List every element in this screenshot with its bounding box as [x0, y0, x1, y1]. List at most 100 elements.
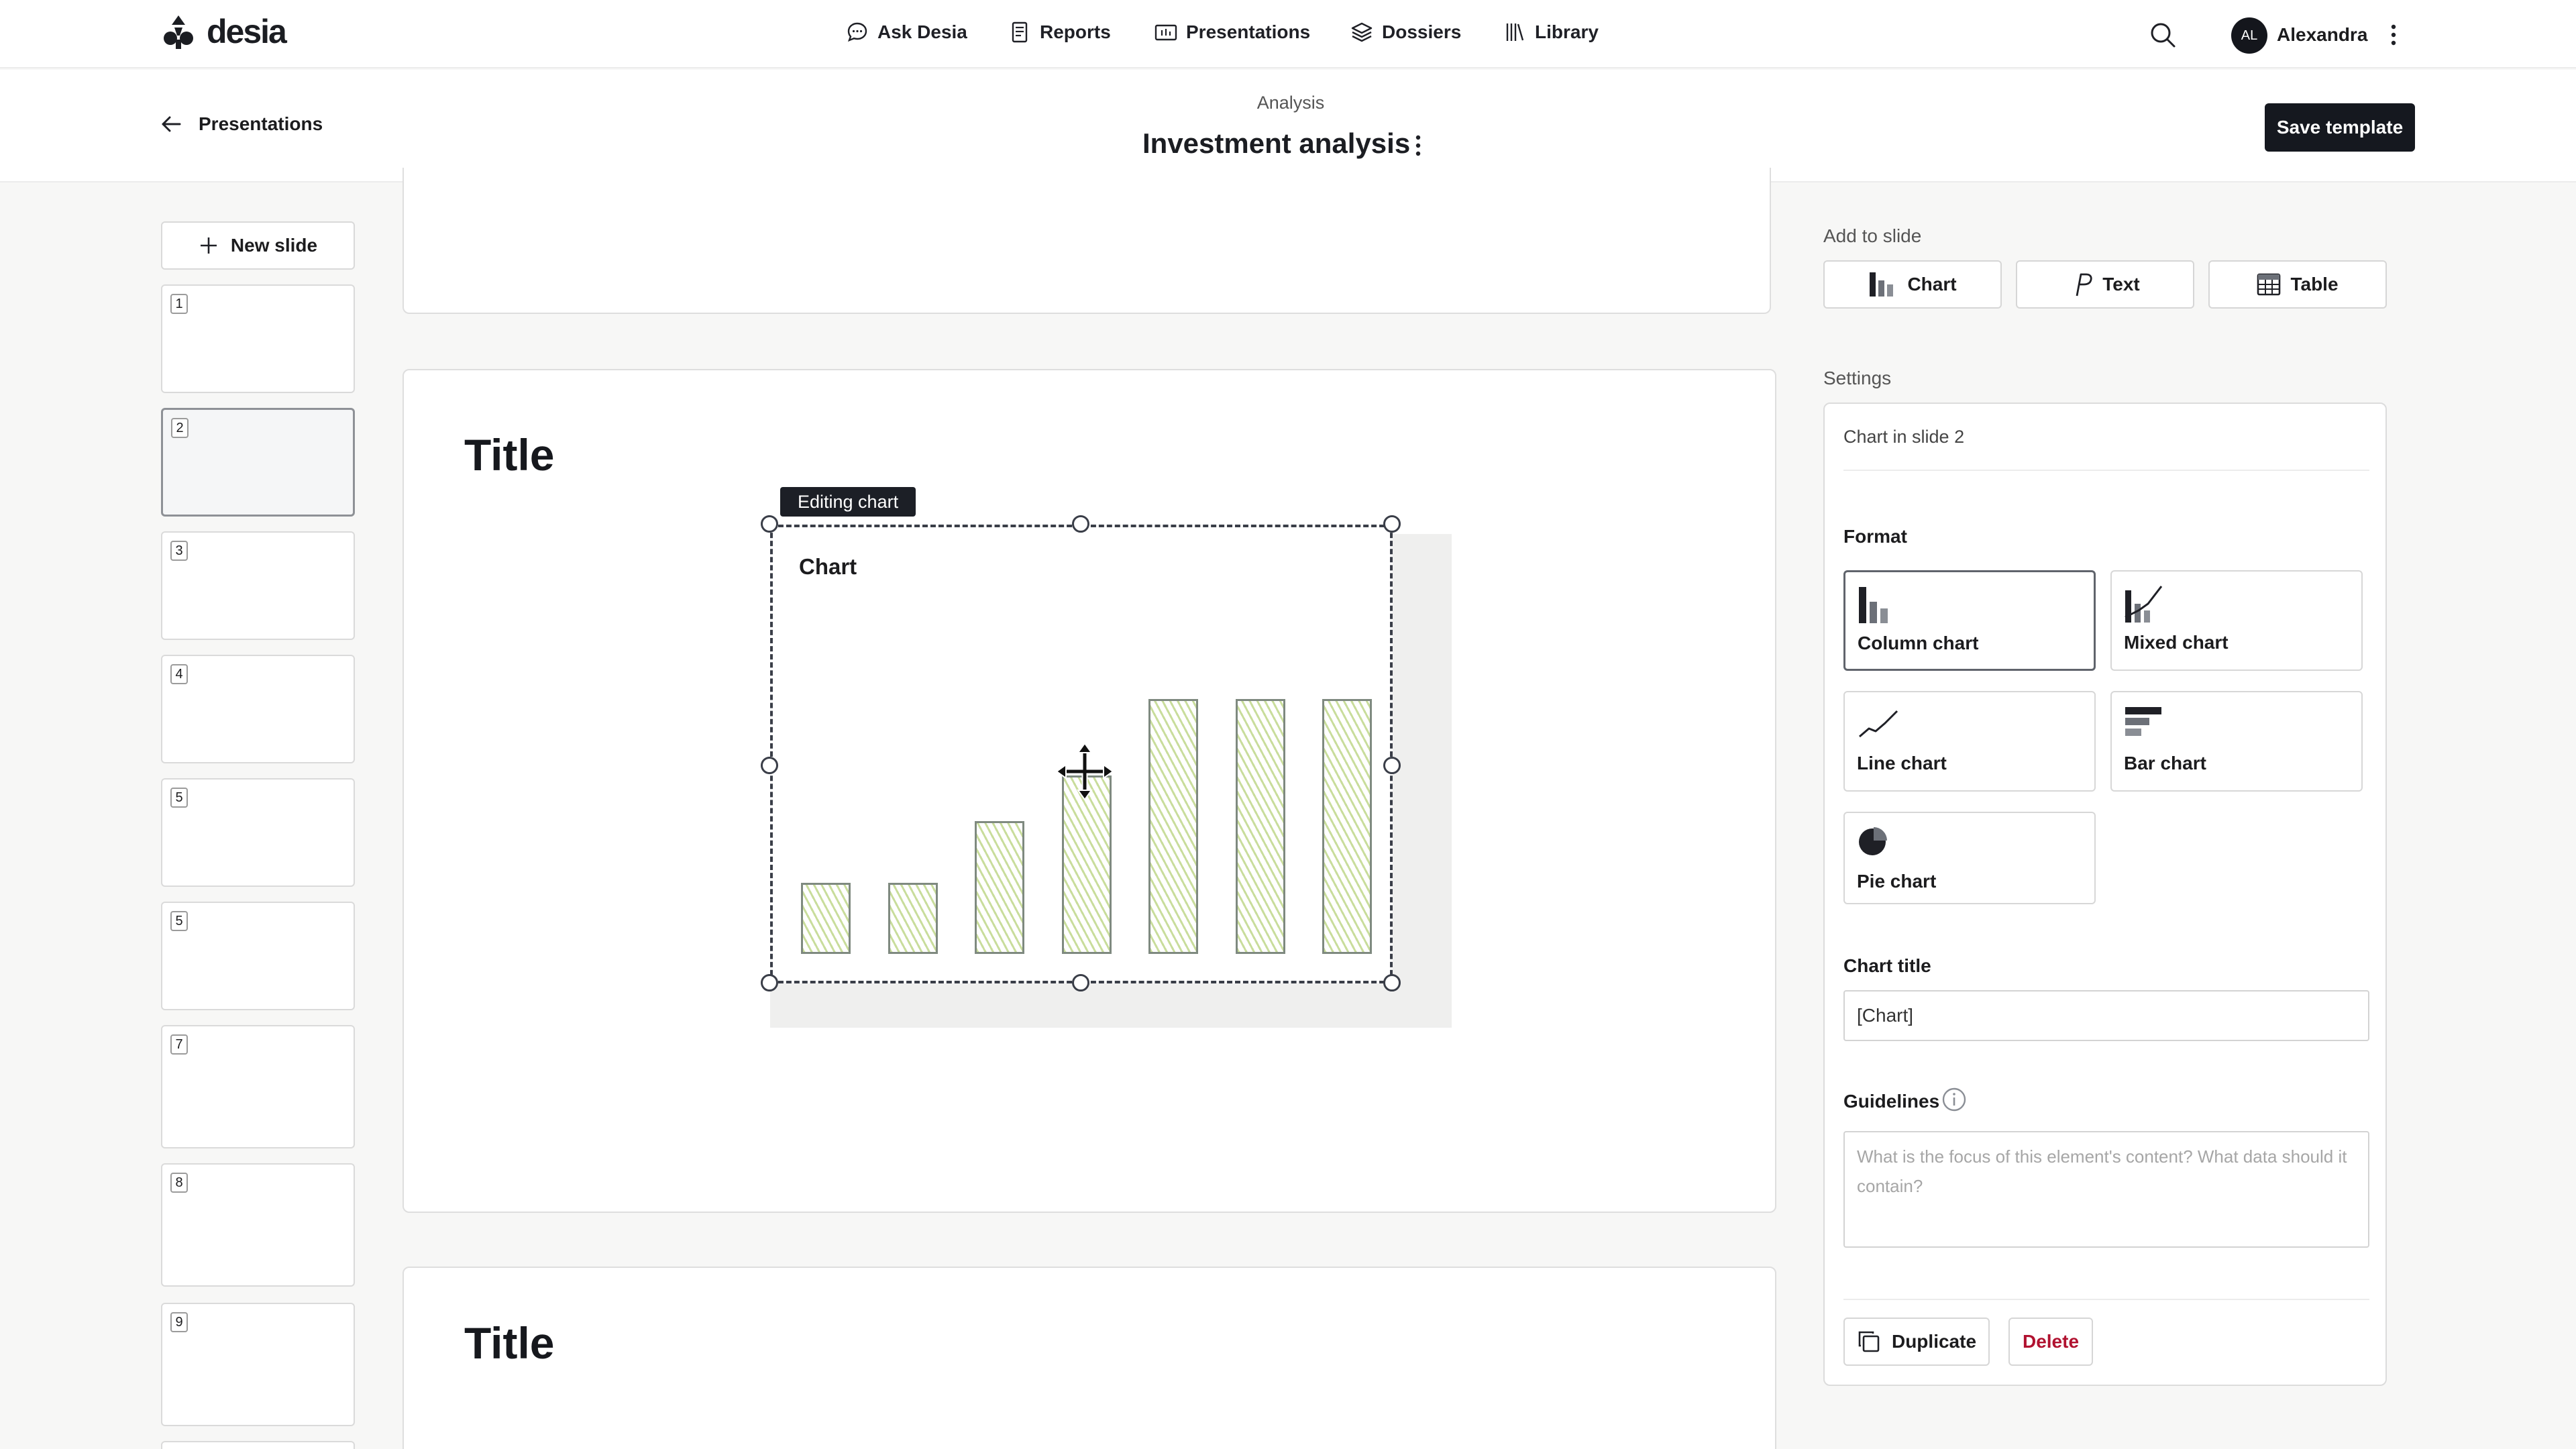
move-cursor-icon [1055, 742, 1114, 801]
chart-bar [1062, 775, 1112, 954]
library-icon [1506, 23, 1524, 41]
more-vertical-icon[interactable] [1410, 131, 1426, 160]
format-label-text: Bar chart [2124, 753, 2206, 773]
add-table-button[interactable]: Table [2208, 260, 2387, 309]
logo-text: desia [207, 13, 287, 50]
chart-title-label: Chart title [1843, 955, 1931, 976]
new-slide-button[interactable]: New slide [161, 221, 355, 270]
add-text-button[interactable]: Text [2016, 260, 2194, 309]
add-chart-label: Chart [1907, 274, 1957, 294]
resize-handle-left[interactable] [761, 757, 778, 774]
add-to-slide-label: Add to slide [1823, 225, 1922, 246]
add-chart-button[interactable]: Chart [1823, 260, 2002, 309]
slide-number: 8 [170, 1173, 188, 1193]
format-pie-chart[interactable]: Pie chart [1843, 812, 2096, 904]
nav-label: Dossiers [1382, 21, 1462, 42]
format-mixed-chart[interactable]: Mixed chart [2110, 570, 2363, 671]
format-line-chart[interactable]: Line chart [1843, 691, 2096, 792]
slide-thumbnail-3[interactable]: 3 [161, 531, 355, 640]
page-header: Presentations Analysis Investment analys… [0, 70, 2576, 182]
slide-thumbnail-1[interactable]: 1 [161, 284, 355, 393]
chart-icon [1870, 272, 1894, 297]
resize-handle-bottom-right[interactable] [1383, 974, 1401, 991]
arrow-left-icon [162, 116, 181, 132]
search-icon[interactable] [2148, 20, 2178, 50]
pie-chart-icon [1859, 827, 1887, 855]
report-doc-icon [1012, 21, 1028, 43]
format-label-text: Mixed chart [2124, 632, 2229, 653]
duplicate-label: Duplicate [1891, 1331, 1977, 1352]
resize-handle-bottom-left[interactable] [761, 974, 778, 991]
column-chart-icon [1859, 587, 1888, 623]
slide-thumbnail-9[interactable]: 9 [161, 1303, 355, 1426]
bar-chart-icon [2125, 707, 2161, 736]
chart-bar [1322, 699, 1372, 954]
slide-thumbnail-5[interactable]: 5 [161, 778, 355, 887]
chart-bar [1148, 699, 1198, 954]
user-name[interactable]: Alexandra [2277, 24, 2368, 45]
more-vertical-icon[interactable] [2385, 20, 2402, 50]
nav-ask-desia[interactable]: Ask Desia [845, 20, 967, 44]
nav-label: Ask Desia [877, 21, 967, 42]
nav-label: Reports [1040, 21, 1111, 42]
slide-thumbnail-4[interactable]: 4 [161, 655, 355, 763]
slide-thumbnail-10[interactable] [161, 1441, 355, 1449]
chart-title: Chart [799, 554, 857, 579]
format-column-chart[interactable]: Column chart [1843, 570, 2096, 671]
resize-handle-top[interactable] [1072, 515, 1089, 533]
duplicate-button[interactable]: Duplicate [1843, 1318, 1990, 1366]
nav-library[interactable]: Library [1503, 20, 1599, 44]
format-label: Format [1843, 526, 1907, 547]
new-slide-label: New slide [230, 235, 318, 256]
slide-number: 2 [171, 418, 189, 438]
guidelines-textarea[interactable] [1843, 1131, 2369, 1248]
slide-number: 3 [170, 541, 188, 561]
slide-3-card[interactable] [402, 1267, 1776, 1449]
paragraph-icon [2076, 273, 2092, 297]
slide-title[interactable]: Title [464, 430, 555, 480]
slide-thumbnail-8[interactable]: 8 [161, 1163, 355, 1287]
slide-thumbnail-7[interactable]: 7 [161, 1025, 355, 1148]
settings-panel: Chart in slide 2 Format Column chart Mix… [1823, 402, 2387, 1386]
nav-presentations[interactable]: Presentations [1154, 20, 1310, 44]
info-icon[interactable] [1941, 1087, 1967, 1112]
slide-1-card[interactable] [402, 168, 1771, 314]
add-text-label: Text [2102, 274, 2140, 294]
save-template-button[interactable]: Save template [2265, 103, 2415, 152]
add-table-label: Table [2290, 274, 2339, 294]
top-navigation: desia Ask Desia Reports Presentations Do… [0, 0, 2576, 68]
back-link[interactable]: Presentations [160, 113, 323, 136]
nav-label: Presentations [1186, 21, 1311, 42]
table-icon [2257, 273, 2281, 296]
mixed-chart-icon [2125, 586, 2163, 623]
slide-number: 1 [170, 294, 188, 314]
desia-logo[interactable]: desia [160, 12, 287, 51]
slide-thumbnail-6[interactable]: 5 [161, 902, 355, 1010]
line-chart-icon [1859, 710, 1898, 738]
slide-title[interactable]: Title [464, 1318, 555, 1368]
nav-dossiers[interactable]: Dossiers [1350, 20, 1461, 44]
resize-handle-top-left[interactable] [761, 515, 778, 533]
layers-icon [1351, 22, 1373, 42]
chart-bar [888, 883, 938, 954]
format-bar-chart[interactable]: Bar chart [2110, 691, 2363, 792]
nav-reports[interactable]: Reports [1008, 20, 1111, 44]
slide-number: 5 [170, 911, 188, 931]
delete-button[interactable]: Delete [2008, 1318, 2093, 1366]
chart-bar [1236, 699, 1285, 954]
guidelines-label: Guidelines [1843, 1091, 1940, 1112]
page-title: Investment analysis [1142, 127, 1411, 159]
format-label-text: Pie chart [1857, 871, 1937, 892]
resize-handle-right[interactable] [1383, 757, 1401, 774]
chart-title-input[interactable] [1843, 990, 2369, 1041]
settings-label: Settings [1823, 368, 1892, 388]
resize-handle-bottom[interactable] [1072, 974, 1089, 991]
slide-thumbnail-2[interactable]: 2 [161, 408, 355, 517]
avatar[interactable]: AL [2231, 17, 2267, 54]
settings-subtitle: Chart in slide 2 [1843, 427, 1965, 447]
resize-handle-top-right[interactable] [1383, 515, 1401, 533]
desia-logo-icon [164, 15, 193, 49]
editing-chart-tag: Editing chart [780, 487, 916, 517]
breadcrumb: Analysis [1256, 93, 1325, 113]
divider [1843, 470, 2369, 471]
